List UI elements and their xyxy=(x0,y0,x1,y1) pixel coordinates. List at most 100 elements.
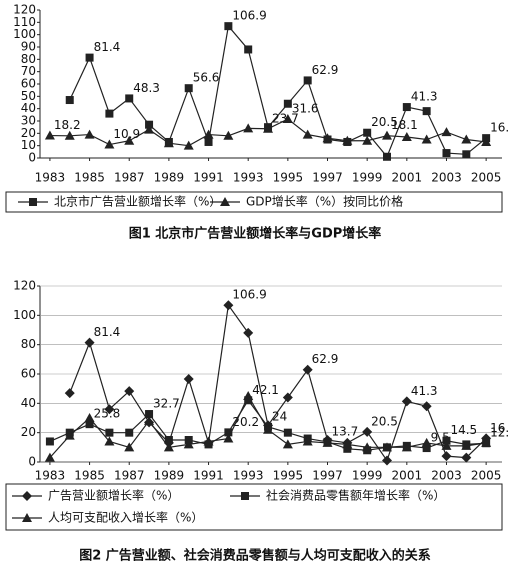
data-label: 18.1 xyxy=(391,118,418,132)
data-label: 14.5 xyxy=(450,423,477,437)
legend-swatch-marker xyxy=(241,492,249,500)
data-point xyxy=(243,123,254,133)
y-tick-label: 90 xyxy=(21,40,36,54)
data-point xyxy=(84,129,95,139)
data-point xyxy=(263,123,274,133)
data-label: 13.7 xyxy=(332,424,359,438)
legend-label: GDP增长率（%）按同比价格 xyxy=(246,194,403,209)
data-point xyxy=(441,451,452,462)
data-point xyxy=(144,415,155,425)
data-point xyxy=(183,373,194,384)
data-point xyxy=(183,140,194,150)
data-label: 16.1 xyxy=(490,421,510,435)
data-label: 32.7 xyxy=(153,397,180,411)
x-tick-label: 1987 xyxy=(114,469,145,483)
data-point xyxy=(381,455,392,466)
x-tick-label: 1993 xyxy=(233,469,264,483)
x-tick-label: 1997 xyxy=(312,469,343,483)
data-point xyxy=(163,138,174,148)
data-point xyxy=(64,388,75,399)
data-label: 20.5 xyxy=(371,414,398,428)
y-tick-label: 120 xyxy=(13,3,36,17)
x-tick-label: 1999 xyxy=(352,171,383,185)
data-point xyxy=(421,437,432,447)
x-tick-label: 1983 xyxy=(35,171,66,185)
data-label: 106.9 xyxy=(232,9,266,23)
x-tick-label: 1989 xyxy=(154,171,185,185)
data-point xyxy=(244,396,253,405)
y-tick-label: 120 xyxy=(13,279,36,293)
legend-swatch-marker xyxy=(220,197,230,206)
data-point xyxy=(402,103,411,112)
y-tick-label: 110 xyxy=(13,15,36,29)
legend-swatch-marker xyxy=(22,513,32,522)
data-label: 62.9 xyxy=(312,63,339,77)
y-tick-label: 40 xyxy=(21,101,36,115)
data-point xyxy=(342,439,353,449)
data-point xyxy=(145,410,154,419)
data-point xyxy=(302,129,313,139)
data-point xyxy=(125,94,134,103)
data-label: 24 xyxy=(272,409,287,423)
data-label: 106.9 xyxy=(232,288,266,302)
x-tick-label: 2005 xyxy=(471,469,502,483)
x-tick-label: 1983 xyxy=(35,469,66,483)
y-tick-label: 0 xyxy=(28,151,36,165)
x-tick-label: 2003 xyxy=(431,469,462,483)
data-point xyxy=(183,439,194,449)
legend-label: 人均可支配收入增长率（%） xyxy=(48,510,203,525)
data-label: 10.9 xyxy=(113,127,140,141)
x-tick-label: 1991 xyxy=(193,171,224,185)
data-point xyxy=(343,444,352,453)
data-point xyxy=(421,134,432,144)
x-tick-label: 1993 xyxy=(233,171,264,185)
data-point xyxy=(64,130,75,140)
x-tick-label: 1991 xyxy=(193,469,224,483)
y-tick-label: 100 xyxy=(13,308,36,322)
data-point xyxy=(85,53,94,62)
data-point xyxy=(65,96,74,105)
data-point xyxy=(422,107,431,116)
data-point xyxy=(223,130,234,140)
y-tick-label: 30 xyxy=(21,114,36,128)
data-point xyxy=(481,437,492,447)
data-point xyxy=(363,128,372,137)
legend-swatch-marker xyxy=(29,198,37,206)
data-point xyxy=(422,444,431,453)
data-point xyxy=(381,130,392,140)
chart-title: 图2 广告营业额、社会消费品零售额与人均可支配收入的关系 xyxy=(79,548,431,564)
data-point xyxy=(283,99,292,108)
data-point xyxy=(84,413,95,422)
data-point xyxy=(104,404,115,415)
data-point xyxy=(105,109,114,118)
data-point xyxy=(105,428,114,437)
data-point xyxy=(243,391,254,400)
data-point xyxy=(164,436,173,444)
data-point xyxy=(224,428,233,437)
data-point xyxy=(144,124,155,134)
data-point xyxy=(303,76,312,85)
data-label: 81.4 xyxy=(94,40,121,54)
data-point xyxy=(362,442,373,452)
data-point xyxy=(481,136,492,146)
data-point xyxy=(441,440,452,450)
data-point xyxy=(461,452,472,463)
data-point xyxy=(401,396,412,407)
data-point xyxy=(442,149,451,158)
data-point xyxy=(462,150,471,159)
y-tick-label: 20 xyxy=(21,425,36,439)
data-point xyxy=(124,442,135,452)
data-label: 12.8 xyxy=(490,426,510,440)
series-line xyxy=(69,303,487,462)
data-point xyxy=(401,132,412,142)
data-point xyxy=(223,433,234,443)
legend-box xyxy=(5,483,503,531)
data-label: 41.3 xyxy=(411,90,438,104)
y-tick-label: 70 xyxy=(21,64,36,78)
data-point xyxy=(125,428,134,437)
data-point xyxy=(382,152,391,161)
data-point xyxy=(124,135,135,145)
y-tick-label: 80 xyxy=(21,337,36,351)
legend-label: 北京市广告营业额增长率（%） xyxy=(54,194,221,209)
